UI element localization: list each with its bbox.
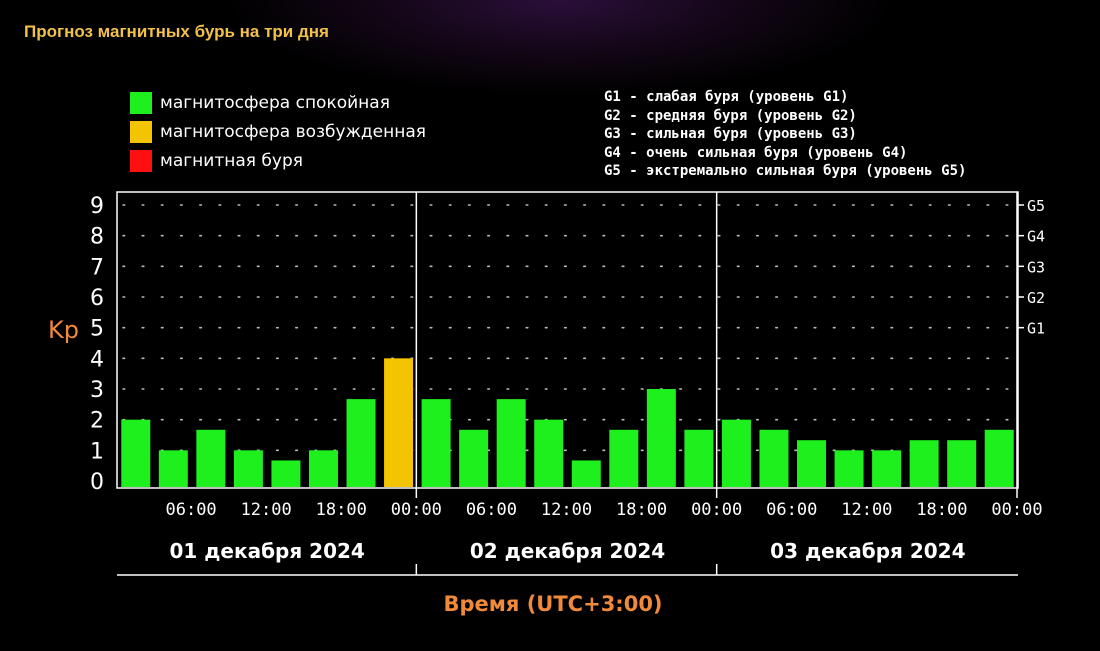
bar [421,399,451,487]
bar [121,419,151,487]
g-legend-item: G1 - слабая буря (уровень G1) [604,89,849,105]
bar [834,450,864,487]
bar [271,460,301,487]
legend-label-storm: магнитная буря [160,150,303,171]
bar [571,460,601,487]
x-tick-label: 06:00 [766,500,817,520]
bar [158,450,188,487]
bar [346,399,376,487]
bar [759,429,789,487]
legend-label-excited: магнитосфера возбужденная [160,121,426,142]
y-tick-label: 4 [90,347,104,372]
status-legend: магнитосфера спокойная магнитосфера возб… [130,88,426,175]
x-tick-label: 12:00 [241,500,292,520]
y-tick-label: 9 [90,194,104,219]
legend-label-calm: магнитосфера спокойная [160,92,390,113]
y-tick-label: 0 [90,470,104,495]
day-label: 02 декабря 2024 [470,539,665,563]
y-tick-label: 1 [90,439,104,464]
bar [984,429,1014,487]
day-label: 03 декабря 2024 [770,539,965,563]
plot-frame [116,191,1019,489]
x-tick-label: 00:00 [991,500,1042,520]
day-label: 01 декабря 2024 [169,539,364,563]
legend-item-storm: магнитная буря [130,146,426,175]
bar [609,429,639,487]
y-tick-label: 7 [90,255,104,280]
x-tick-label: 18:00 [316,500,367,520]
x-tick-label: 06:00 [165,500,216,520]
x-tick-label: 00:00 [391,500,442,520]
x-tick-label: 18:00 [916,500,967,520]
bar [872,450,902,487]
g-level-label: G4 [1027,228,1045,246]
g-level-label: G2 [1027,289,1045,307]
y-tick-label: 8 [90,225,104,250]
x-tick-label: 00:00 [691,500,742,520]
g-legend-item: G2 - средняя буря (уровень G2) [604,107,857,124]
g-level-label: G5 [1027,197,1045,215]
bar [947,440,977,487]
x-tick-label: 12:00 [841,500,892,520]
page-title: Прогноз магнитных бурь на три дня [24,22,329,41]
legend-item-calm: магнитосфера спокойная [130,88,426,117]
legend-swatch-calm [130,91,152,114]
bar [196,429,226,487]
bar [721,419,751,487]
bar [684,429,714,487]
x-tick-label: 12:00 [541,500,592,520]
g-legend-item: G5 - экстремально сильная буря (уровень … [604,163,967,179]
bar [534,419,564,487]
bar [909,440,939,487]
bar [646,389,676,487]
g-level-label: G1 [1027,320,1045,338]
bar [308,450,338,487]
y-tick-label: 2 [90,409,104,434]
legend-item-excited: магнитосфера возбужденная [130,117,426,146]
g-legend-item: G4 - очень сильная буря (уровень G4) [604,144,908,161]
y-tick-label: 6 [90,286,104,311]
bar [459,429,489,487]
x-axis-label: Время (UTC+3:00) [443,592,662,616]
bar [797,440,827,487]
y-tick-label: 3 [90,378,104,403]
g-level-label: G3 [1027,258,1045,276]
bar [233,450,263,487]
legend-swatch-storm [130,149,152,172]
g-legend-item: G3 - сильная буря (уровень G3) [604,126,857,142]
y-axis-label: Kp [48,316,79,344]
bar [496,399,526,487]
y-tick-label: 5 [90,317,104,342]
bar [384,358,414,487]
x-tick-label: 06:00 [466,500,517,520]
legend-swatch-excited [130,120,152,143]
x-tick-label: 18:00 [616,500,667,520]
storm-level-legend: G1 - слабая буря (уровень G1) G2 - средн… [604,88,966,181]
